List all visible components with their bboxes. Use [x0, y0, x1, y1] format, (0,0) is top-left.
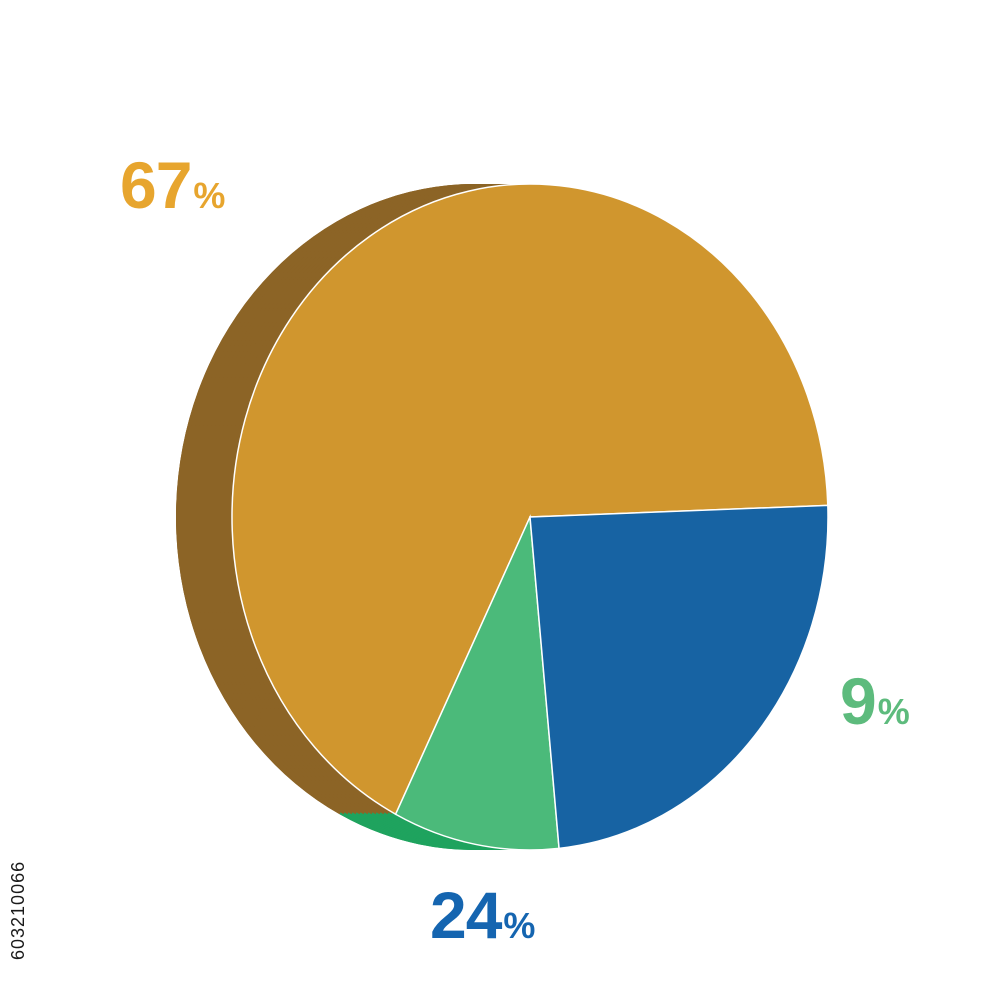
slice-label-24-unit: % [503, 905, 536, 946]
slice-label-67-number: 67 [120, 148, 192, 222]
pie-slice-67 [231, 183, 829, 816]
pie-slice-9 [394, 514, 560, 851]
slice-label-67: 67% [120, 152, 225, 218]
slice-label-24-number: 24 [430, 878, 502, 952]
pie-slice-24 [529, 504, 829, 850]
slice-label-67-unit: % [193, 175, 226, 216]
stock-id-text: 603210066 [8, 860, 28, 960]
slice-label-9-number: 9 [840, 664, 877, 738]
slice-label-24: 24% [430, 882, 535, 948]
slice-label-9: 9% [840, 668, 910, 734]
slice-label-9-unit: % [877, 691, 910, 732]
